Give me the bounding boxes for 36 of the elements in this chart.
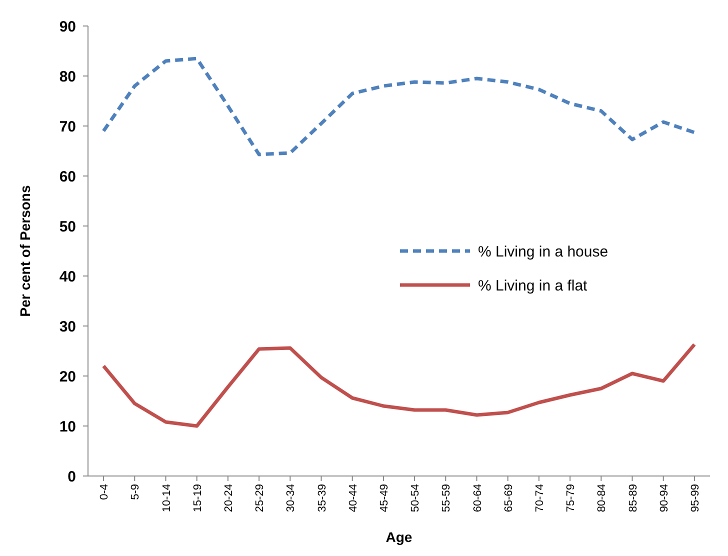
y-tick-label: 40	[59, 268, 76, 286]
legend-label: % Living in a flat	[478, 277, 588, 294]
x-tick-label: 40-44	[347, 484, 360, 512]
y-tick-label: 20	[59, 368, 76, 386]
x-tick-label: 60-64	[472, 484, 484, 512]
y-tick-label: 50	[59, 218, 76, 236]
y-tick-label: 60	[59, 168, 76, 186]
line-series	[102, 56, 696, 156]
x-tick-label: 55-59	[440, 484, 453, 512]
x-tick-label: 25-29	[254, 484, 266, 512]
x-tick-label: 45-49	[378, 484, 390, 512]
x-tick-label: 50-54	[410, 484, 422, 512]
x-tick-label: 10-14	[160, 484, 173, 512]
x-tick-label: 0-4	[98, 484, 111, 500]
y-tick-label: 10	[59, 418, 76, 436]
x-tick-label: 90-94	[658, 484, 670, 512]
x-axis-title: Age	[386, 529, 412, 545]
x-tick-label: 15-19	[192, 484, 204, 512]
y-tick-label: 90	[59, 18, 76, 36]
x-tick-label: 75-79	[565, 484, 578, 512]
y-tick-label: 30	[59, 318, 76, 336]
x-tick-label: 20-24	[222, 484, 235, 512]
y-axis-title: Per cent of Persons	[17, 185, 33, 317]
x-tick-label: 85-89	[627, 484, 640, 512]
x-tick-label: 35-39	[316, 484, 328, 512]
line-series	[102, 342, 696, 428]
legend-label: % Living in a house	[478, 243, 608, 260]
x-tick-label: 65-69	[502, 484, 515, 512]
x-tick-label: 30-34	[285, 484, 298, 512]
y-tick-label: 0	[68, 468, 76, 486]
y-tick-label: 80	[59, 68, 76, 86]
x-tick-label: 80-84	[596, 484, 608, 512]
x-tick-label: 5-9	[130, 484, 142, 500]
y-tick-label: 70	[59, 118, 76, 136]
x-tick-label: 70-74	[534, 484, 546, 512]
x-tick-label: 95-99	[689, 484, 702, 512]
